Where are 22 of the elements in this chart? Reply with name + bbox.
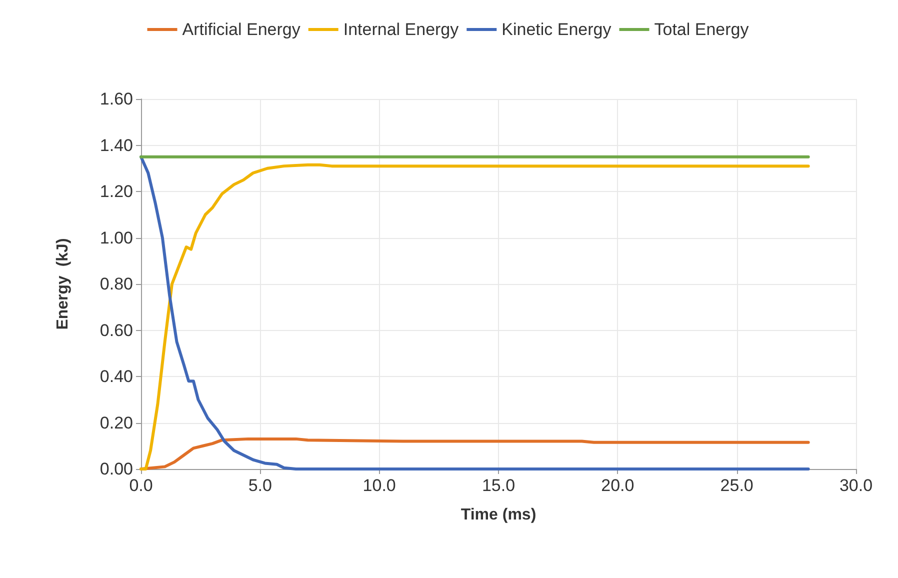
x-tick-label: 15.0 — [482, 476, 516, 495]
y-tick-label: 0.80 — [100, 274, 133, 294]
x-tick-label: 20.0 — [601, 476, 634, 495]
y-tick-label: 0.40 — [100, 367, 133, 386]
legend-label: Internal Energy — [343, 20, 460, 39]
x-axis-title: Time (ms) — [460, 506, 536, 524]
y-tick-label: 0.60 — [100, 320, 133, 340]
y-tick-label: 1.00 — [100, 228, 133, 248]
x-tick-label: 10.0 — [362, 476, 396, 495]
legend-label: Artificial Energy — [182, 20, 301, 39]
legend-label: Total Energy — [654, 20, 750, 39]
y-tick-label: 0.00 — [100, 460, 133, 478]
y-tick-label: 1.60 — [100, 90, 133, 108]
y-tick-label: 1.20 — [100, 182, 133, 201]
y-tick-label: 1.40 — [100, 136, 133, 155]
legend-label: Kinetic Energy — [502, 20, 612, 39]
y-axis-title: Energy (kJ) — [54, 238, 72, 330]
y-tick-label: 0.20 — [100, 413, 133, 432]
x-tick-label: 30.0 — [839, 476, 873, 495]
x-tick-label: 0.0 — [129, 476, 153, 495]
x-tick-label: 5.0 — [248, 476, 272, 495]
x-tick-label: 25.0 — [720, 476, 754, 495]
